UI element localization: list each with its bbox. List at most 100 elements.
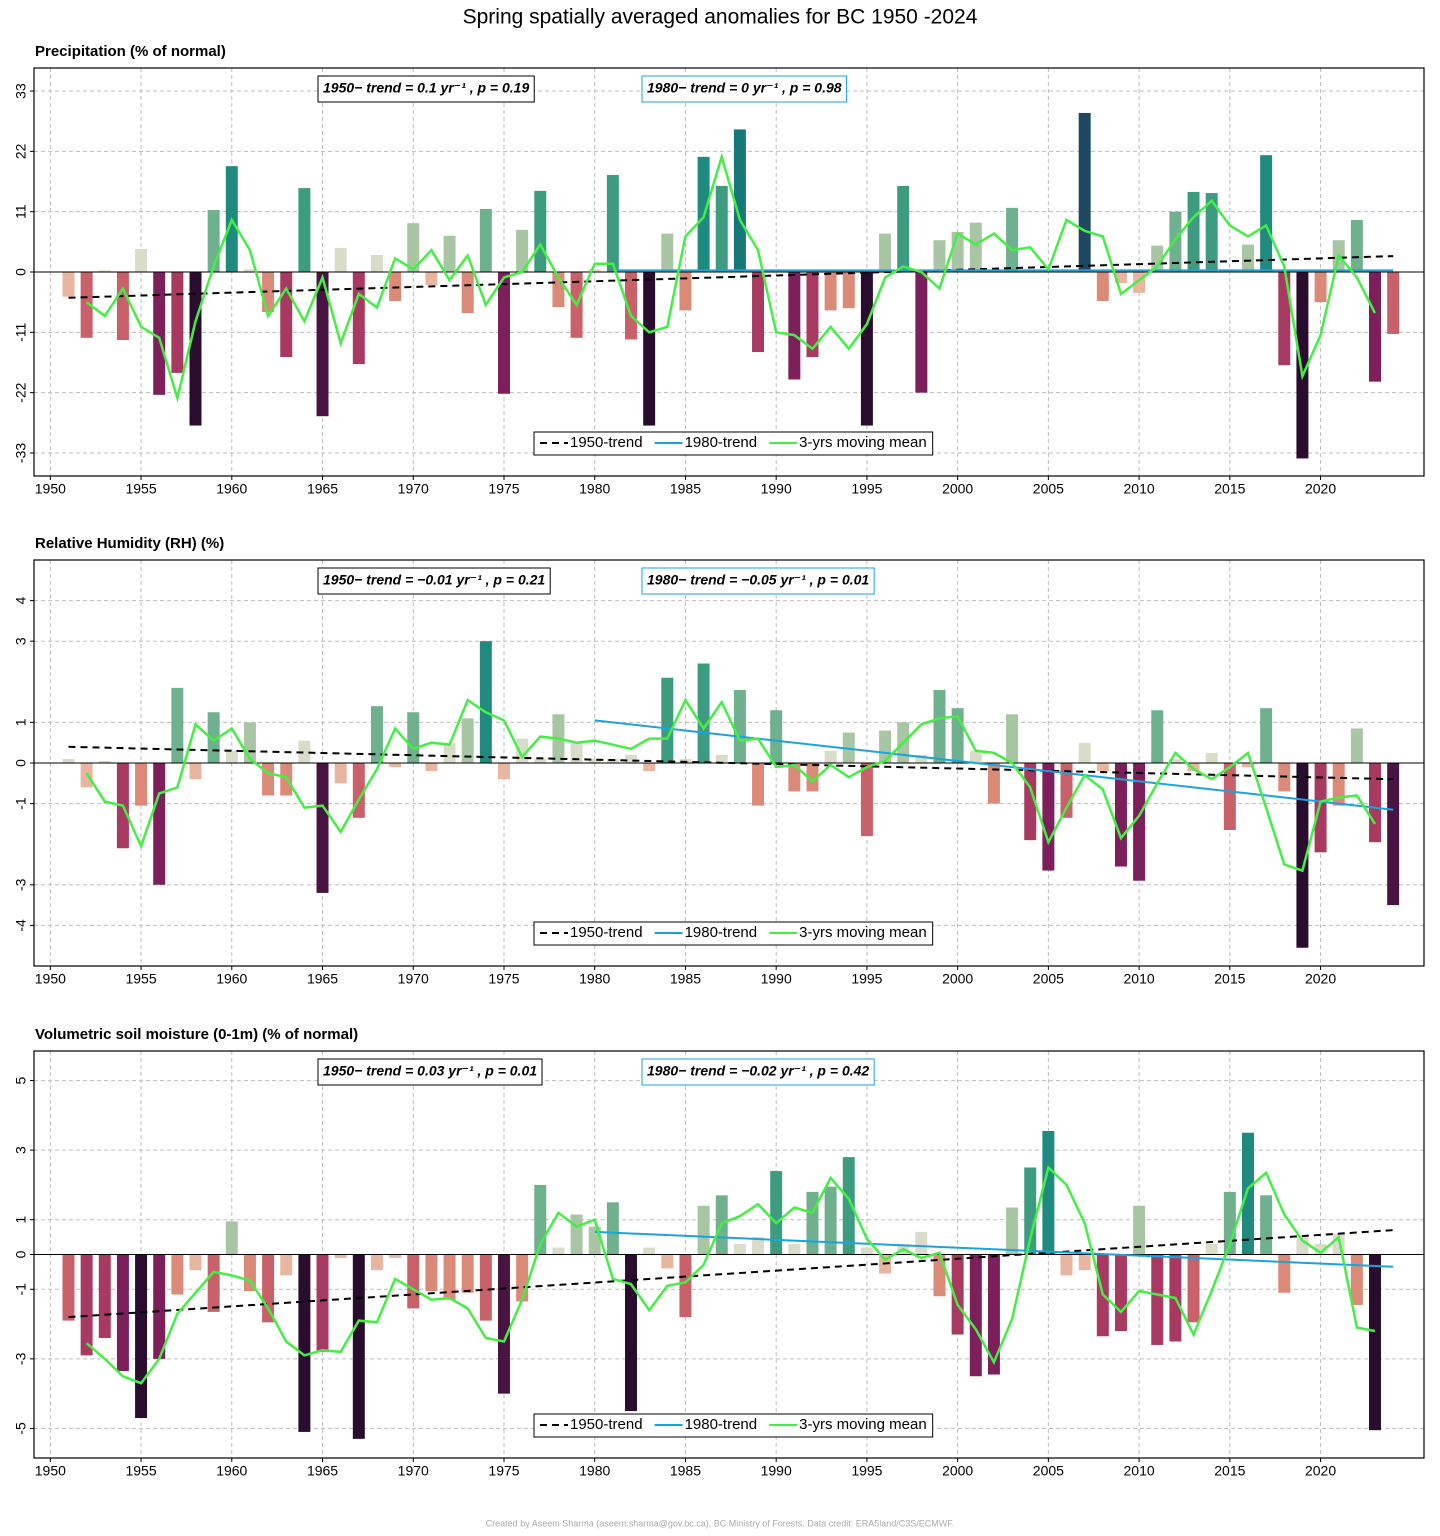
bar [171, 687, 184, 763]
x-tick-label: 2015 [1214, 971, 1245, 987]
bar [661, 677, 674, 763]
bar [588, 1226, 601, 1255]
bar [806, 1191, 819, 1255]
y-tick-label: 22 [13, 143, 29, 159]
bar [1223, 763, 1236, 830]
plot-frame [33, 67, 1425, 477]
bar [969, 1254, 982, 1377]
bar [189, 1254, 202, 1271]
bar [352, 1254, 365, 1439]
bar [316, 272, 329, 417]
bar [98, 760, 111, 763]
bar [788, 763, 801, 792]
panel: Precipitation (% of normal) 1950 1955 1960 1… [13, 43, 1425, 497]
x-tick-label: 2005 [1033, 481, 1064, 497]
x-tick-label: 2020 [1305, 971, 1336, 987]
bar [951, 708, 964, 763]
bar [879, 233, 892, 272]
bar [1296, 1237, 1309, 1255]
x-tick-label: 1965 [307, 481, 338, 497]
bar [661, 1254, 674, 1269]
x-tick-label: 2010 [1124, 971, 1155, 987]
bar [697, 663, 710, 763]
y-tick-label: 5 [13, 1076, 29, 1084]
bar [987, 1254, 1000, 1375]
bar [1241, 244, 1254, 272]
bar [824, 272, 837, 311]
bar [262, 272, 275, 313]
bar [1314, 272, 1327, 303]
x-tick-label: 1980 [579, 481, 610, 497]
bar [189, 272, 202, 426]
bar [969, 222, 982, 272]
bar [534, 190, 547, 272]
bar [606, 1202, 619, 1255]
bar [207, 210, 220, 272]
bar [225, 750, 238, 763]
bar [461, 272, 474, 314]
bar [497, 763, 510, 780]
bar [1151, 1254, 1164, 1345]
bar [643, 1247, 656, 1255]
x-tick-label: 1985 [670, 1463, 701, 1479]
legend-label: 1950-trend [570, 1416, 643, 1433]
bar [1369, 763, 1381, 843]
bar [679, 272, 692, 311]
trend-box [317, 75, 535, 103]
y-tick-label: 0 [13, 1250, 29, 1258]
bar [370, 255, 383, 272]
bar [715, 754, 728, 763]
bar [1114, 763, 1127, 867]
bar [425, 1254, 438, 1292]
bar [842, 1157, 855, 1255]
bar [951, 1254, 964, 1335]
bar [135, 1254, 148, 1418]
x-tick-label: 1975 [488, 1463, 519, 1479]
bar [189, 763, 202, 780]
bar [425, 272, 438, 286]
bar [171, 1254, 184, 1295]
legend: 1950-trend 1980-trend 3-yrs moving mean [533, 431, 934, 456]
bar [479, 641, 492, 763]
bar [1024, 1167, 1037, 1255]
bar [625, 1254, 637, 1412]
x-tick-label: 1980 [579, 1463, 610, 1479]
bar [915, 272, 928, 393]
y-tick-label: 3 [13, 1146, 29, 1154]
bar [987, 763, 1000, 804]
x-tick-label: 1990 [761, 971, 792, 987]
series-line [85, 152, 1377, 403]
bar [1133, 272, 1146, 293]
y-tick-label: 3 [13, 637, 29, 645]
x-tick-label: 1970 [398, 971, 429, 987]
bar [860, 1247, 873, 1255]
bar [407, 1254, 420, 1309]
legend: 1950-trend 1980-trend 3-yrs moving mean [533, 1413, 934, 1438]
bar [1205, 193, 1218, 272]
bar [62, 272, 75, 297]
bar [1042, 763, 1055, 871]
bar [479, 208, 492, 272]
bar [98, 270, 111, 272]
bar [135, 248, 148, 272]
x-tick-label: 1955 [125, 1463, 156, 1479]
bar [1241, 763, 1254, 768]
bar [752, 272, 765, 353]
bar [389, 763, 402, 768]
bar [552, 272, 565, 308]
bar [1151, 710, 1164, 763]
bar [1006, 714, 1019, 763]
x-tick-label: 2020 [1305, 481, 1336, 497]
x-tick-label: 1975 [488, 481, 519, 497]
bar [1205, 752, 1218, 763]
legend-box [533, 1413, 934, 1438]
bar [534, 758, 547, 763]
x-tick-label: 1960 [216, 481, 247, 497]
x-tick-label: 2020 [1305, 1463, 1336, 1479]
y-tick-label: 0 [13, 268, 29, 276]
trend-label: 1980− trend = −0.02 yr⁻¹ , p = 0.42 [647, 1063, 869, 1079]
bar [1187, 763, 1200, 772]
bar [788, 1244, 801, 1255]
bar [1133, 1205, 1146, 1255]
